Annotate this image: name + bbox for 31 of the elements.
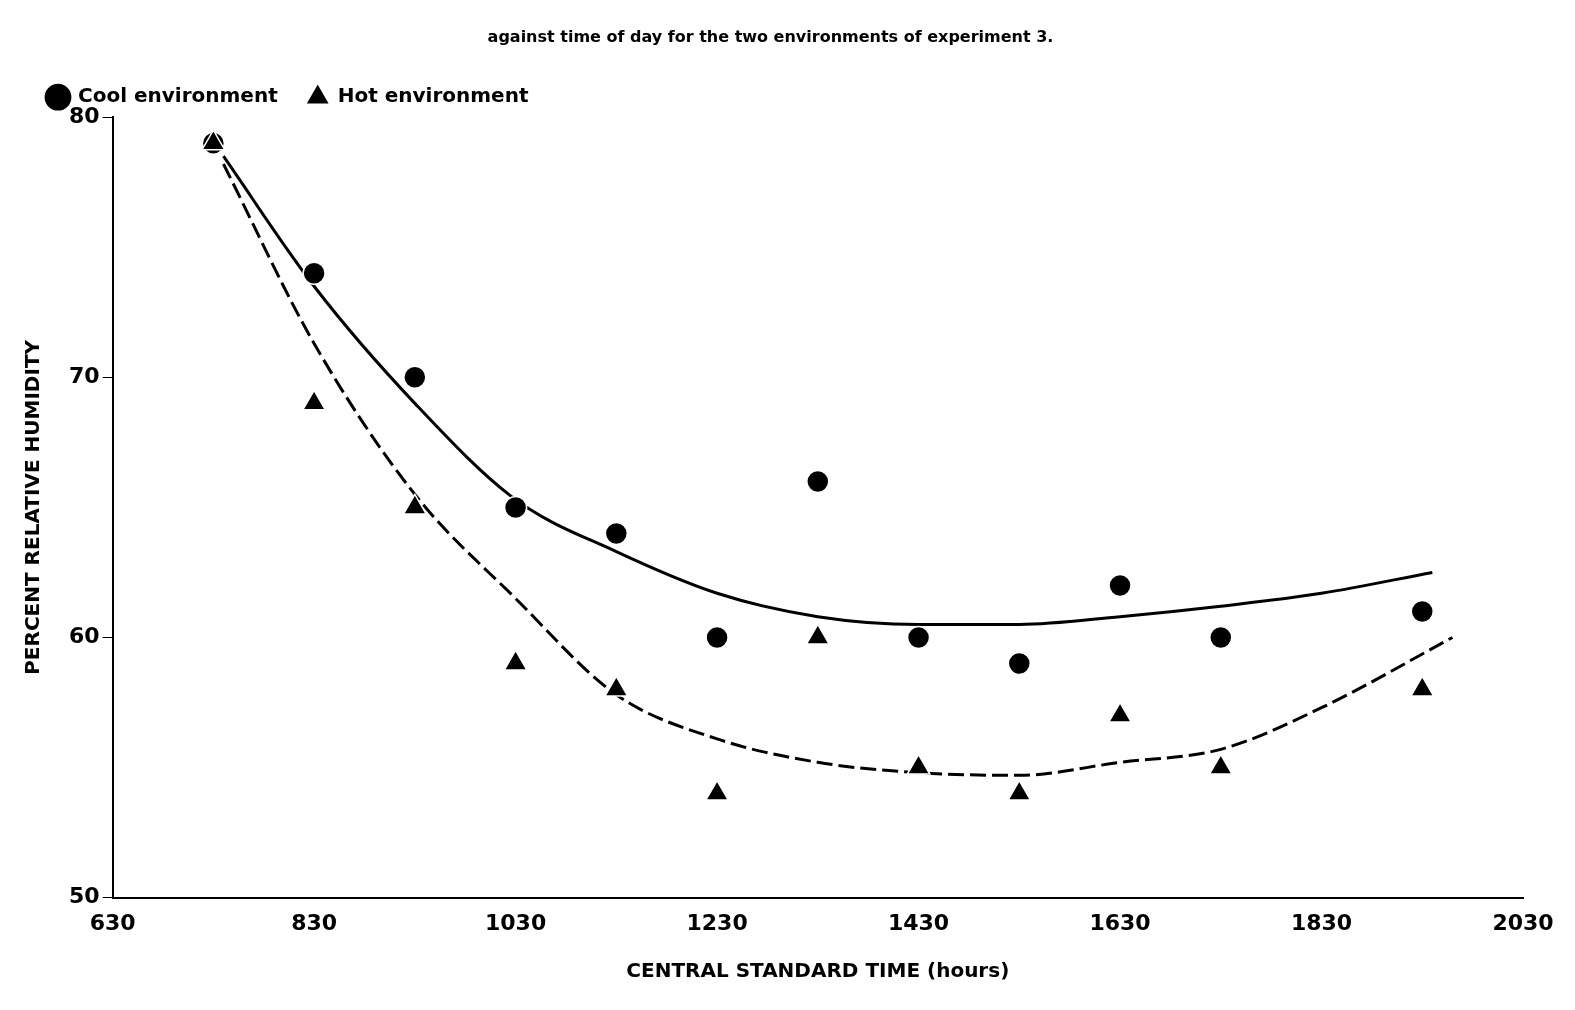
x-tick-label: 1630 <box>1089 909 1151 935</box>
x-tick-label: 2030 <box>1492 909 1554 935</box>
point <box>503 649 528 671</box>
x-axis-title: CENTRAL STANDARD TIME (hours) <box>626 958 1010 983</box>
point <box>1208 753 1233 775</box>
x-tick-label: 1830 <box>1290 909 1353 935</box>
legend-label: Hot environment <box>337 83 529 108</box>
x-tick-label: 1430 <box>887 909 950 935</box>
point <box>503 495 528 520</box>
y-tick-label: 50 <box>68 883 100 909</box>
point <box>604 675 629 697</box>
y-axis-title: PERCENT RELATIVE HUMIDITY <box>20 339 45 675</box>
point <box>1410 675 1435 697</box>
y-tick-label: 60 <box>68 623 100 649</box>
x-tick-label: 1230 <box>686 909 748 935</box>
line-series <box>221 162 1454 777</box>
x-tick-label: 830 <box>291 909 338 935</box>
point <box>1007 779 1032 801</box>
chart-title: against time of day for the two environments of experiment 3. <box>487 26 1054 46</box>
point <box>705 779 730 801</box>
y-tick-label: 70 <box>68 363 100 389</box>
point <box>302 261 326 286</box>
point <box>402 493 427 515</box>
x-tick-label: 1030 <box>484 909 547 935</box>
point <box>805 623 830 645</box>
point <box>1108 701 1133 723</box>
point <box>403 365 427 390</box>
point <box>604 521 629 546</box>
point <box>906 753 931 775</box>
x-tick-label: 630 <box>89 909 136 935</box>
point <box>806 469 830 494</box>
